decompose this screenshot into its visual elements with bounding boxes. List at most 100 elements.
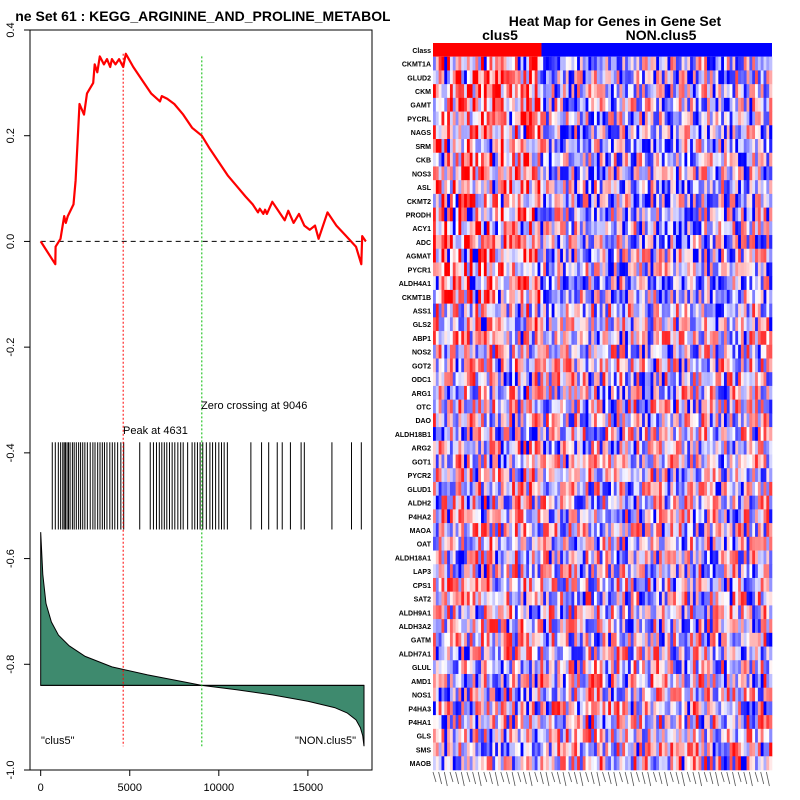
heatmap-cell xyxy=(523,152,527,167)
heatmap-cell xyxy=(625,331,629,346)
heatmap-cell xyxy=(707,385,711,400)
heatmap-cell xyxy=(568,221,572,236)
heatmap-cell xyxy=(661,344,665,359)
heatmap-cell xyxy=(616,235,620,250)
heatmap-cell xyxy=(464,248,468,263)
heatmap-cell xyxy=(565,289,569,304)
heatmap-cell xyxy=(701,152,705,167)
heatmap-cell xyxy=(557,413,561,428)
heatmap-cell xyxy=(475,166,479,181)
heatmap-cell xyxy=(721,427,725,442)
heatmap-cell xyxy=(664,591,668,606)
heatmap-cell xyxy=(712,372,716,387)
heatmap-cell xyxy=(509,125,513,140)
heatmap-cell xyxy=(723,262,728,277)
heatmap-cell xyxy=(673,289,677,304)
heatmap-cell xyxy=(599,605,603,620)
heatmap-cell xyxy=(483,427,487,442)
heatmap-cell xyxy=(534,193,538,208)
heatmap-cell xyxy=(495,358,499,373)
heatmap-cell xyxy=(554,468,558,483)
heatmap-cell xyxy=(492,331,496,346)
heatmap-cell xyxy=(514,468,519,483)
heatmap-cell xyxy=(543,591,547,606)
heatmap-cell xyxy=(557,152,561,167)
heatmap-cell xyxy=(760,427,764,442)
heatmap-cell xyxy=(644,331,649,346)
heatmap-cell xyxy=(469,289,473,304)
heatmap-cell xyxy=(678,262,682,277)
heatmap-cell xyxy=(644,454,649,469)
heatmap-cell xyxy=(740,125,745,140)
heatmap-cell xyxy=(707,331,711,346)
heatmap-cell xyxy=(574,344,578,359)
heatmap-cell xyxy=(656,427,660,442)
heatmap-cell xyxy=(690,399,694,414)
heatmap-cell xyxy=(605,550,609,565)
heatmap-cell xyxy=(588,605,592,620)
heatmap-cell xyxy=(500,372,504,387)
heatmap-cell xyxy=(512,248,516,263)
heatmap-cell xyxy=(630,303,634,318)
heatmap-cell xyxy=(579,550,584,565)
heatmap-cell xyxy=(681,331,685,346)
heatmap-cell xyxy=(447,577,451,592)
heatmap-cell xyxy=(627,207,632,222)
heatmap-cell xyxy=(763,413,767,428)
heatmap-cell xyxy=(627,399,632,414)
heatmap-cell xyxy=(534,536,538,551)
heatmap-cell xyxy=(517,303,521,318)
heatmap-cell xyxy=(608,139,612,154)
heatmap-cell xyxy=(461,235,465,250)
heatmap-cell xyxy=(582,358,586,373)
heatmap-cell xyxy=(667,536,671,551)
heatmap-cell xyxy=(769,180,773,195)
heatmap-cell xyxy=(455,564,459,579)
heatmap-cell xyxy=(627,166,632,181)
heatmap-cell xyxy=(438,221,442,236)
heatmap-cell xyxy=(577,331,581,346)
heatmap-cell xyxy=(755,413,759,428)
heatmap-cell xyxy=(687,564,691,579)
heatmap-cell xyxy=(512,262,516,277)
heatmap-cell xyxy=(729,193,733,208)
heatmap-cell xyxy=(610,166,615,181)
heatmap-cell xyxy=(548,70,552,85)
heatmap-cell xyxy=(449,111,454,126)
heatmap-cell xyxy=(520,221,524,236)
heatmap-cell xyxy=(500,427,504,442)
heatmap-cell xyxy=(630,427,634,442)
heatmap-cell xyxy=(667,221,671,236)
heatmap-cell xyxy=(560,523,564,538)
heatmap-cell xyxy=(642,111,646,126)
heatmap-cell xyxy=(483,125,487,140)
heatmap-cell xyxy=(701,303,705,318)
heatmap-cell xyxy=(554,481,558,496)
heatmap-cell xyxy=(740,207,745,222)
heatmap-cell xyxy=(610,125,615,140)
heatmap-cell xyxy=(495,495,499,510)
heatmap-cell xyxy=(766,166,770,181)
heatmap-cell xyxy=(752,523,756,538)
heatmap-cell xyxy=(647,577,651,592)
heatmap-cell xyxy=(466,358,471,373)
heatmap-cell xyxy=(458,303,462,318)
heatmap-cell xyxy=(757,509,762,524)
heatmap-cell xyxy=(670,84,674,99)
heatmap-cell xyxy=(560,152,564,167)
heatmap-cell xyxy=(537,289,541,304)
heatmap-cell xyxy=(554,262,558,277)
heatmap-cell xyxy=(543,385,547,400)
heatmap-cell xyxy=(537,495,541,510)
heatmap-cell xyxy=(732,70,736,85)
heatmap-cell xyxy=(653,289,657,304)
heatmap-cell xyxy=(591,605,595,620)
heatmap-cell xyxy=(551,207,555,222)
heatmap-cell xyxy=(723,221,728,236)
heatmap-cell xyxy=(653,427,657,442)
heatmap-cell xyxy=(594,372,598,387)
heatmap-cell xyxy=(729,440,733,455)
heatmap-cell xyxy=(695,97,699,112)
heatmap-cell xyxy=(656,440,660,455)
heatmap-cell xyxy=(497,385,502,400)
